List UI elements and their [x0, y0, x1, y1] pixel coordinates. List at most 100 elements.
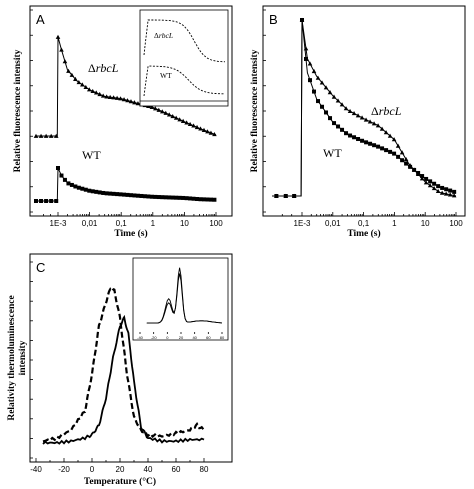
marker-triangle: [104, 94, 109, 99]
marker-square: [195, 197, 200, 202]
marker-triangle: [43, 133, 49, 138]
panel-a-inset-wt-label: WT: [160, 71, 172, 80]
marker-square: [54, 199, 59, 203]
panel-c-ylabel-line2: intensity: [18, 340, 28, 375]
panel-a-yticks: [30, 9, 33, 213]
marker-square: [108, 191, 113, 196]
x-tick-label: 10: [421, 219, 430, 228]
panel-b-wt-label: WT: [323, 146, 342, 160]
marker-triangle: [173, 115, 179, 120]
marker-square: [62, 177, 67, 182]
marker-square: [94, 189, 99, 194]
x-tick-label: -40: [30, 465, 42, 474]
marker-triangle: [355, 113, 361, 118]
marker-square: [90, 189, 95, 194]
marker-triangle: [194, 124, 200, 130]
marker-triangle: [347, 108, 353, 113]
x-tick-label: 60: [172, 465, 181, 474]
marker-triangle: [121, 97, 127, 102]
marker-triangle: [339, 102, 345, 107]
marker-square: [432, 181, 437, 186]
marker-triangle: [423, 180, 429, 185]
marker-triangle: [153, 106, 158, 111]
marker-square: [174, 195, 179, 200]
marker-square: [274, 194, 279, 198]
marker-square: [181, 195, 186, 200]
marker-square: [156, 195, 161, 200]
marker-square: [163, 195, 168, 200]
x-tick-label: 1E-3: [294, 219, 311, 228]
marker-triangle: [363, 117, 369, 122]
marker-square: [320, 104, 325, 109]
panel-a-ylabel: Relative fluorescence intensity: [13, 49, 23, 172]
marker-square: [97, 190, 102, 195]
x-tick-label: 1E-3: [50, 219, 67, 228]
marker-square: [177, 195, 182, 200]
panel-a-inset-rbcl-label: ΔrbcL: [154, 31, 173, 40]
marker-square: [384, 148, 389, 153]
marker-triangle: [395, 143, 401, 148]
panel-b-letter: B: [269, 12, 278, 27]
marker-square: [69, 182, 74, 187]
marker-triangle: [184, 120, 189, 125]
panel-a-inset-plot: [140, 19, 228, 102]
marker-triangle: [80, 82, 85, 87]
marker-triangle: [387, 133, 393, 138]
marker-square: [328, 116, 333, 121]
marker-triangle: [118, 96, 123, 101]
marker-square: [66, 181, 71, 186]
marker-square: [283, 194, 288, 198]
marker-square: [380, 146, 385, 151]
marker-triangle: [439, 190, 445, 195]
series-line-dashed: [42, 287, 205, 443]
marker-triangle: [38, 133, 44, 138]
panel-a: A Relative fluorescence intensity Time (…: [13, 5, 233, 239]
marker-triangle: [327, 90, 333, 95]
marker-triangle: [379, 126, 385, 131]
marker-triangle: [73, 76, 78, 81]
x-tick-label: 0,1: [358, 219, 370, 228]
x-tick-label: 20: [116, 465, 125, 474]
inset-x-tick-label: 60: [206, 335, 211, 340]
x-tick-label: 0: [90, 465, 95, 474]
marker-square: [308, 78, 313, 83]
marker-triangle: [201, 127, 207, 132]
panel-a-inset: ΔrbcL WT: [139, 9, 229, 107]
marker-square: [135, 193, 140, 198]
marker-square: [324, 110, 329, 115]
panel-b-xlabel: Time (s): [347, 228, 380, 239]
marker-triangle: [53, 133, 59, 138]
marker-square: [304, 56, 309, 61]
marker-triangle: [149, 104, 155, 109]
marker-triangle: [331, 94, 337, 99]
panel-c-xticks: -40 -20 0 20 40 60 80: [30, 458, 209, 474]
panel-a-xticks: 1E-3 0,01 0,1 1 10 100: [43, 212, 223, 228]
marker-triangle: [371, 121, 377, 126]
marker-triangle: [343, 106, 349, 111]
marker-square: [80, 186, 85, 191]
panel-c-inset-plot: [146, 267, 223, 324]
marker-square: [153, 194, 158, 199]
marker-square: [56, 166, 60, 170]
marker-square: [170, 195, 175, 200]
inset-x-tick-label: 40: [192, 335, 197, 340]
marker-square: [448, 188, 453, 193]
marker-triangle: [97, 91, 103, 97]
marker-triangle: [100, 93, 106, 98]
marker-triangle: [69, 72, 75, 77]
marker-triangle: [48, 133, 54, 138]
marker-square: [344, 131, 349, 136]
marker-square: [372, 143, 377, 148]
panel-a-inset-frame: [139, 9, 229, 107]
marker-triangle: [33, 133, 39, 138]
x-tick-label: 0,01: [82, 219, 98, 228]
marker-square: [205, 197, 210, 202]
marker-square: [104, 191, 109, 196]
marker-triangle: [443, 191, 449, 196]
marker-square: [76, 185, 81, 190]
series-line-0: [272, 19, 457, 197]
marker-square: [292, 194, 297, 198]
marker-square: [388, 149, 393, 154]
marker-triangle: [435, 188, 441, 194]
inset-x-tick-label: 0: [166, 335, 169, 340]
